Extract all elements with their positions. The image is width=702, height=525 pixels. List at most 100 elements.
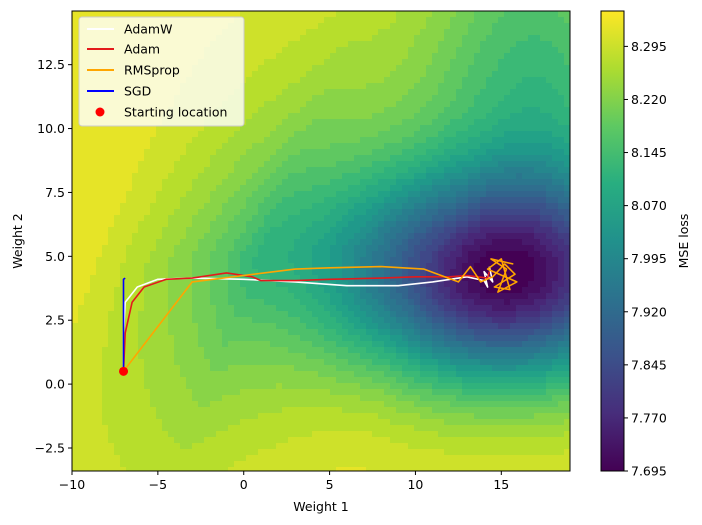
contour-cell: [306, 101, 313, 108]
contour-cell: [186, 431, 193, 438]
contour-cell: [432, 413, 439, 420]
contour-cell: [114, 437, 121, 444]
contour-cell: [378, 53, 385, 60]
contour-cell: [402, 323, 409, 330]
contour-cell: [354, 179, 361, 186]
contour-cell: [456, 413, 463, 420]
contour-cell: [312, 227, 319, 234]
contour-cell: [210, 161, 217, 168]
contour-cell: [162, 137, 169, 144]
contour-cell: [246, 377, 253, 384]
contour-cell: [216, 383, 223, 390]
contour-cell: [222, 419, 229, 426]
contour-cell: [324, 17, 331, 24]
contour-cell: [354, 245, 361, 252]
contour-cell: [354, 425, 361, 432]
contour-cell: [282, 101, 289, 108]
contour-cell: [234, 149, 241, 156]
contour-cell: [294, 323, 301, 330]
contour-cell: [234, 371, 241, 378]
contour-cell: [432, 227, 439, 234]
contour-cell: [330, 329, 337, 336]
contour-cell: [408, 287, 415, 294]
contour-cell: [96, 431, 103, 438]
contour-cell: [180, 401, 187, 408]
contour-cell: [330, 359, 337, 366]
contour-cell: [360, 155, 367, 162]
contour-cell: [90, 143, 97, 150]
contour-cell: [378, 245, 385, 252]
contour-cell: [450, 461, 457, 468]
contour-cell: [258, 401, 265, 408]
contour-cell: [450, 83, 457, 90]
contour-cell: [336, 251, 343, 258]
contour-cell: [174, 137, 181, 144]
contour-cell: [306, 23, 313, 30]
contour-cell: [126, 365, 133, 372]
contour-cell: [396, 119, 403, 126]
contour-cell: [282, 461, 289, 468]
contour-cell: [306, 53, 313, 60]
contour-cell: [96, 413, 103, 420]
contour-cell: [240, 227, 247, 234]
contour-cell: [432, 425, 439, 432]
contour-cell: [414, 125, 421, 132]
contour-cell: [318, 29, 325, 36]
contour-cell: [450, 251, 457, 258]
contour-cell: [180, 191, 187, 198]
contour-cell: [84, 359, 91, 366]
contour-cell: [354, 335, 361, 342]
contour-cell: [396, 305, 403, 312]
contour-cell: [342, 101, 349, 108]
contour-cell: [204, 467, 211, 471]
contour-cell: [294, 137, 301, 144]
contour-cell: [456, 323, 463, 330]
contour-cell: [222, 413, 229, 420]
contour-cell: [444, 11, 451, 18]
contour-cell: [348, 125, 355, 132]
contour-cell: [396, 107, 403, 114]
contour-cell: [288, 209, 295, 216]
contour-cell: [102, 233, 109, 240]
contour-cell: [216, 311, 223, 318]
contour-cell: [228, 347, 235, 354]
contour-cell: [438, 317, 445, 324]
contour-cell: [450, 143, 457, 150]
contour-cell: [342, 17, 349, 24]
contour-cell: [78, 293, 85, 300]
contour-cell: [204, 257, 211, 264]
contour-cell: [120, 269, 127, 276]
contour-cell: [246, 173, 253, 180]
contour-cell: [102, 377, 109, 384]
contour-cell: [252, 89, 259, 96]
contour-cell: [402, 107, 409, 114]
contour-cell: [330, 227, 337, 234]
contour-cell: [72, 449, 79, 456]
contour-cell: [300, 101, 307, 108]
contour-cell: [372, 59, 379, 66]
contour-cell: [102, 317, 109, 324]
contour-cell: [348, 35, 355, 42]
contour-cell: [132, 215, 139, 222]
contour-cell: [72, 17, 79, 24]
contour-cell: [150, 227, 157, 234]
contour-cell: [276, 185, 283, 192]
contour-cell: [192, 431, 199, 438]
contour-cell: [300, 269, 307, 276]
contour-cell: [414, 239, 421, 246]
contour-cell: [216, 191, 223, 198]
contour-cell: [342, 329, 349, 336]
contour-cell: [282, 29, 289, 36]
contour-cell: [330, 143, 337, 150]
contour-cell: [228, 311, 235, 318]
contour-cell: [414, 263, 421, 270]
contour-cell: [162, 299, 169, 306]
contour-cell: [222, 245, 229, 252]
contour-cell: [114, 383, 121, 390]
contour-cell: [342, 281, 349, 288]
contour-cell: [258, 257, 265, 264]
contour-cell: [174, 401, 181, 408]
contour-cell: [234, 263, 241, 270]
contour-cell: [126, 137, 133, 144]
contour-cell: [300, 83, 307, 90]
